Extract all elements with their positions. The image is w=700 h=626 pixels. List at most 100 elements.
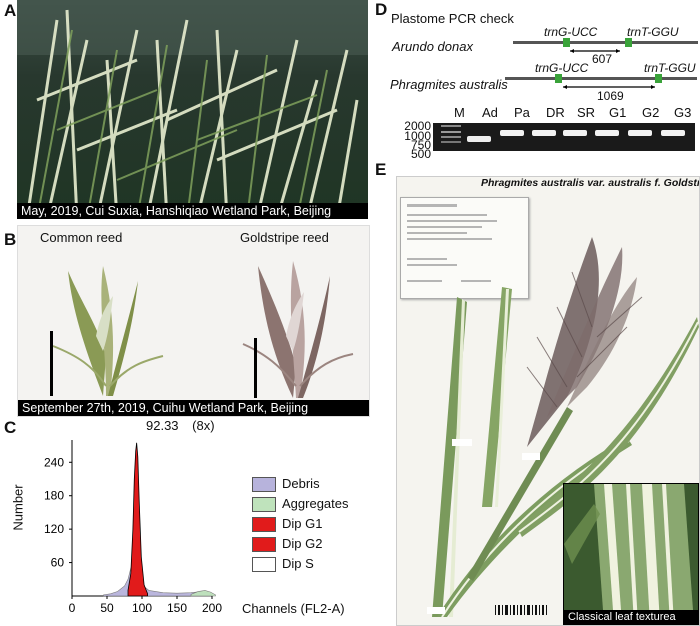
gene-box-trnG-1 xyxy=(563,38,570,47)
herbarium-specimen xyxy=(427,237,699,618)
flow-cytometry-chart: 0 50 100 150 200 60 120 180 240 xyxy=(44,440,222,615)
legend-label: Dip G2 xyxy=(282,536,323,551)
leaf-texture-image xyxy=(564,484,698,624)
lane-label: Ad xyxy=(482,105,498,120)
series-dip-g1 xyxy=(127,442,148,597)
legend-item: Dip S xyxy=(252,554,349,574)
herbarium-sheet: Phragmites australis var. australis f. G… xyxy=(396,176,700,626)
chart-legend: Debris Aggregates Dip G1 Dip G2 Dip S xyxy=(252,474,349,574)
panel-b-label: B xyxy=(4,230,17,249)
gel-lane-labels: M Ad Pa DR SR G1 G2 G3 xyxy=(454,105,700,121)
ladder-size-label: 500 xyxy=(410,147,431,161)
legend-swatch xyxy=(252,536,276,552)
plastome-map xyxy=(505,38,698,89)
peak-value: 92.33 xyxy=(146,418,179,433)
ladder-band-750 xyxy=(441,136,461,138)
lane-label: G3 xyxy=(674,105,692,120)
panicle-images xyxy=(50,261,354,398)
ladder-band-1000 xyxy=(441,131,461,133)
gene-label-trnT-2: trnT-GGU xyxy=(644,61,696,75)
inset-caption: Classical leaf texturea xyxy=(564,610,698,624)
legend-item: Aggregates xyxy=(252,494,349,514)
legend-label: Aggregates xyxy=(282,496,349,511)
band-Pa xyxy=(500,130,524,136)
series-debris xyxy=(103,567,213,597)
band-G2 xyxy=(628,130,652,136)
x-tick-label: 0 xyxy=(69,601,76,615)
legend-label: Debris xyxy=(282,476,320,491)
gene-label-trnG-2: trnG-UCC xyxy=(535,61,589,75)
ladder-band-2000 xyxy=(441,125,461,127)
tape-3 xyxy=(427,607,445,614)
lane-label: G2 xyxy=(642,105,660,120)
band-SR xyxy=(563,130,587,136)
x-tick-label: 100 xyxy=(132,601,152,615)
common-reed-panicle xyxy=(52,266,164,396)
gene-box-trnT-2 xyxy=(655,74,662,83)
panel-e-label: E xyxy=(375,160,387,179)
panel-b-caption: September 27th, 2019, Cuihu Wetland Park… xyxy=(18,400,369,416)
gene-label-trnT-1: trnT-GGU xyxy=(627,25,679,39)
ladder-size-label: 2000 xyxy=(404,119,431,133)
ladder-size-label: 1000 xyxy=(404,129,431,143)
tape-1 xyxy=(452,439,472,446)
panel-b-photo: Common reed Goldstripe reed September 27… xyxy=(17,225,370,417)
plastome-line-2 xyxy=(505,77,697,80)
lane-label-marker: M xyxy=(454,105,465,120)
pcr-title: Plastome PCR check xyxy=(391,11,514,26)
legend-item: Dip G2 xyxy=(252,534,349,554)
y-axis-label: Number xyxy=(10,484,26,531)
gel-bands xyxy=(441,125,685,143)
x-tick-label: 50 xyxy=(100,601,114,615)
ladder-size-label: 750 xyxy=(410,138,431,152)
panel-d-label: D xyxy=(375,0,388,19)
panel-a-label: A xyxy=(4,1,17,20)
scale-bar-left xyxy=(50,331,53,396)
lane-label: Pa xyxy=(514,105,530,120)
goldstripe-reed-panicle xyxy=(242,261,354,398)
band-G1 xyxy=(595,130,619,136)
specimen-label-lines xyxy=(407,204,497,282)
herbarium-title: Phragmites australis var. australis f. G… xyxy=(481,177,700,189)
amplicon-size-2: 1069 xyxy=(597,89,624,103)
band-DR xyxy=(532,130,556,136)
legend-swatch xyxy=(252,476,276,492)
x-tick-label: 150 xyxy=(167,601,187,615)
goldstripe-reed-title: Goldstripe reed xyxy=(240,230,329,245)
panel-a-caption: May, 2019, Cui Suxia, Hanshiqiao Wetland… xyxy=(17,203,368,219)
gel-image xyxy=(433,123,695,151)
band-Ad xyxy=(467,136,491,142)
panel-a-photo: May, 2019, Cui Suxia, Hanshiqiao Wetland… xyxy=(17,0,368,219)
x-tick-label: 200 xyxy=(202,601,222,615)
lane-label: SR xyxy=(577,105,596,120)
y-tick-label: 240 xyxy=(44,455,64,469)
amplicon-size-1: 607 xyxy=(592,52,613,66)
species-arundo: Arundo donax xyxy=(392,39,473,54)
y-tick-label: 120 xyxy=(44,522,64,536)
ladder-band-500 xyxy=(441,141,461,143)
ladder-labels: 2000 1000 750 500 xyxy=(393,119,433,167)
plastome-line-1 xyxy=(513,41,698,44)
legend-label: Dip G1 xyxy=(282,516,323,531)
legend-swatch xyxy=(252,556,276,572)
specimen-panicle xyxy=(526,237,643,447)
series-aggregates xyxy=(190,590,216,597)
peak-fold: (8x) xyxy=(192,418,215,433)
lane-label: DR xyxy=(546,105,565,120)
reed-field-image xyxy=(17,0,368,219)
lane-label: G1 xyxy=(609,105,627,120)
y-tick-label: 60 xyxy=(51,556,65,570)
panel-c-label: C xyxy=(4,418,17,437)
gene-box-trnG-2 xyxy=(555,74,562,83)
peak-annotation: 92.33 (8x) xyxy=(146,418,215,433)
gene-box-trnT-1 xyxy=(625,38,632,47)
leaf-texture-inset: Classical leaf texturea xyxy=(563,483,699,625)
y-tick-label: 180 xyxy=(44,489,64,503)
tape-2 xyxy=(522,453,540,460)
specimen-leaves xyxy=(427,287,699,618)
band-G3 xyxy=(661,130,685,136)
species-phragmites: Phragmites australis xyxy=(390,77,508,92)
legend-item: Dip G1 xyxy=(252,514,349,534)
legend-swatch xyxy=(252,496,276,512)
scale-bar-right xyxy=(254,338,257,398)
